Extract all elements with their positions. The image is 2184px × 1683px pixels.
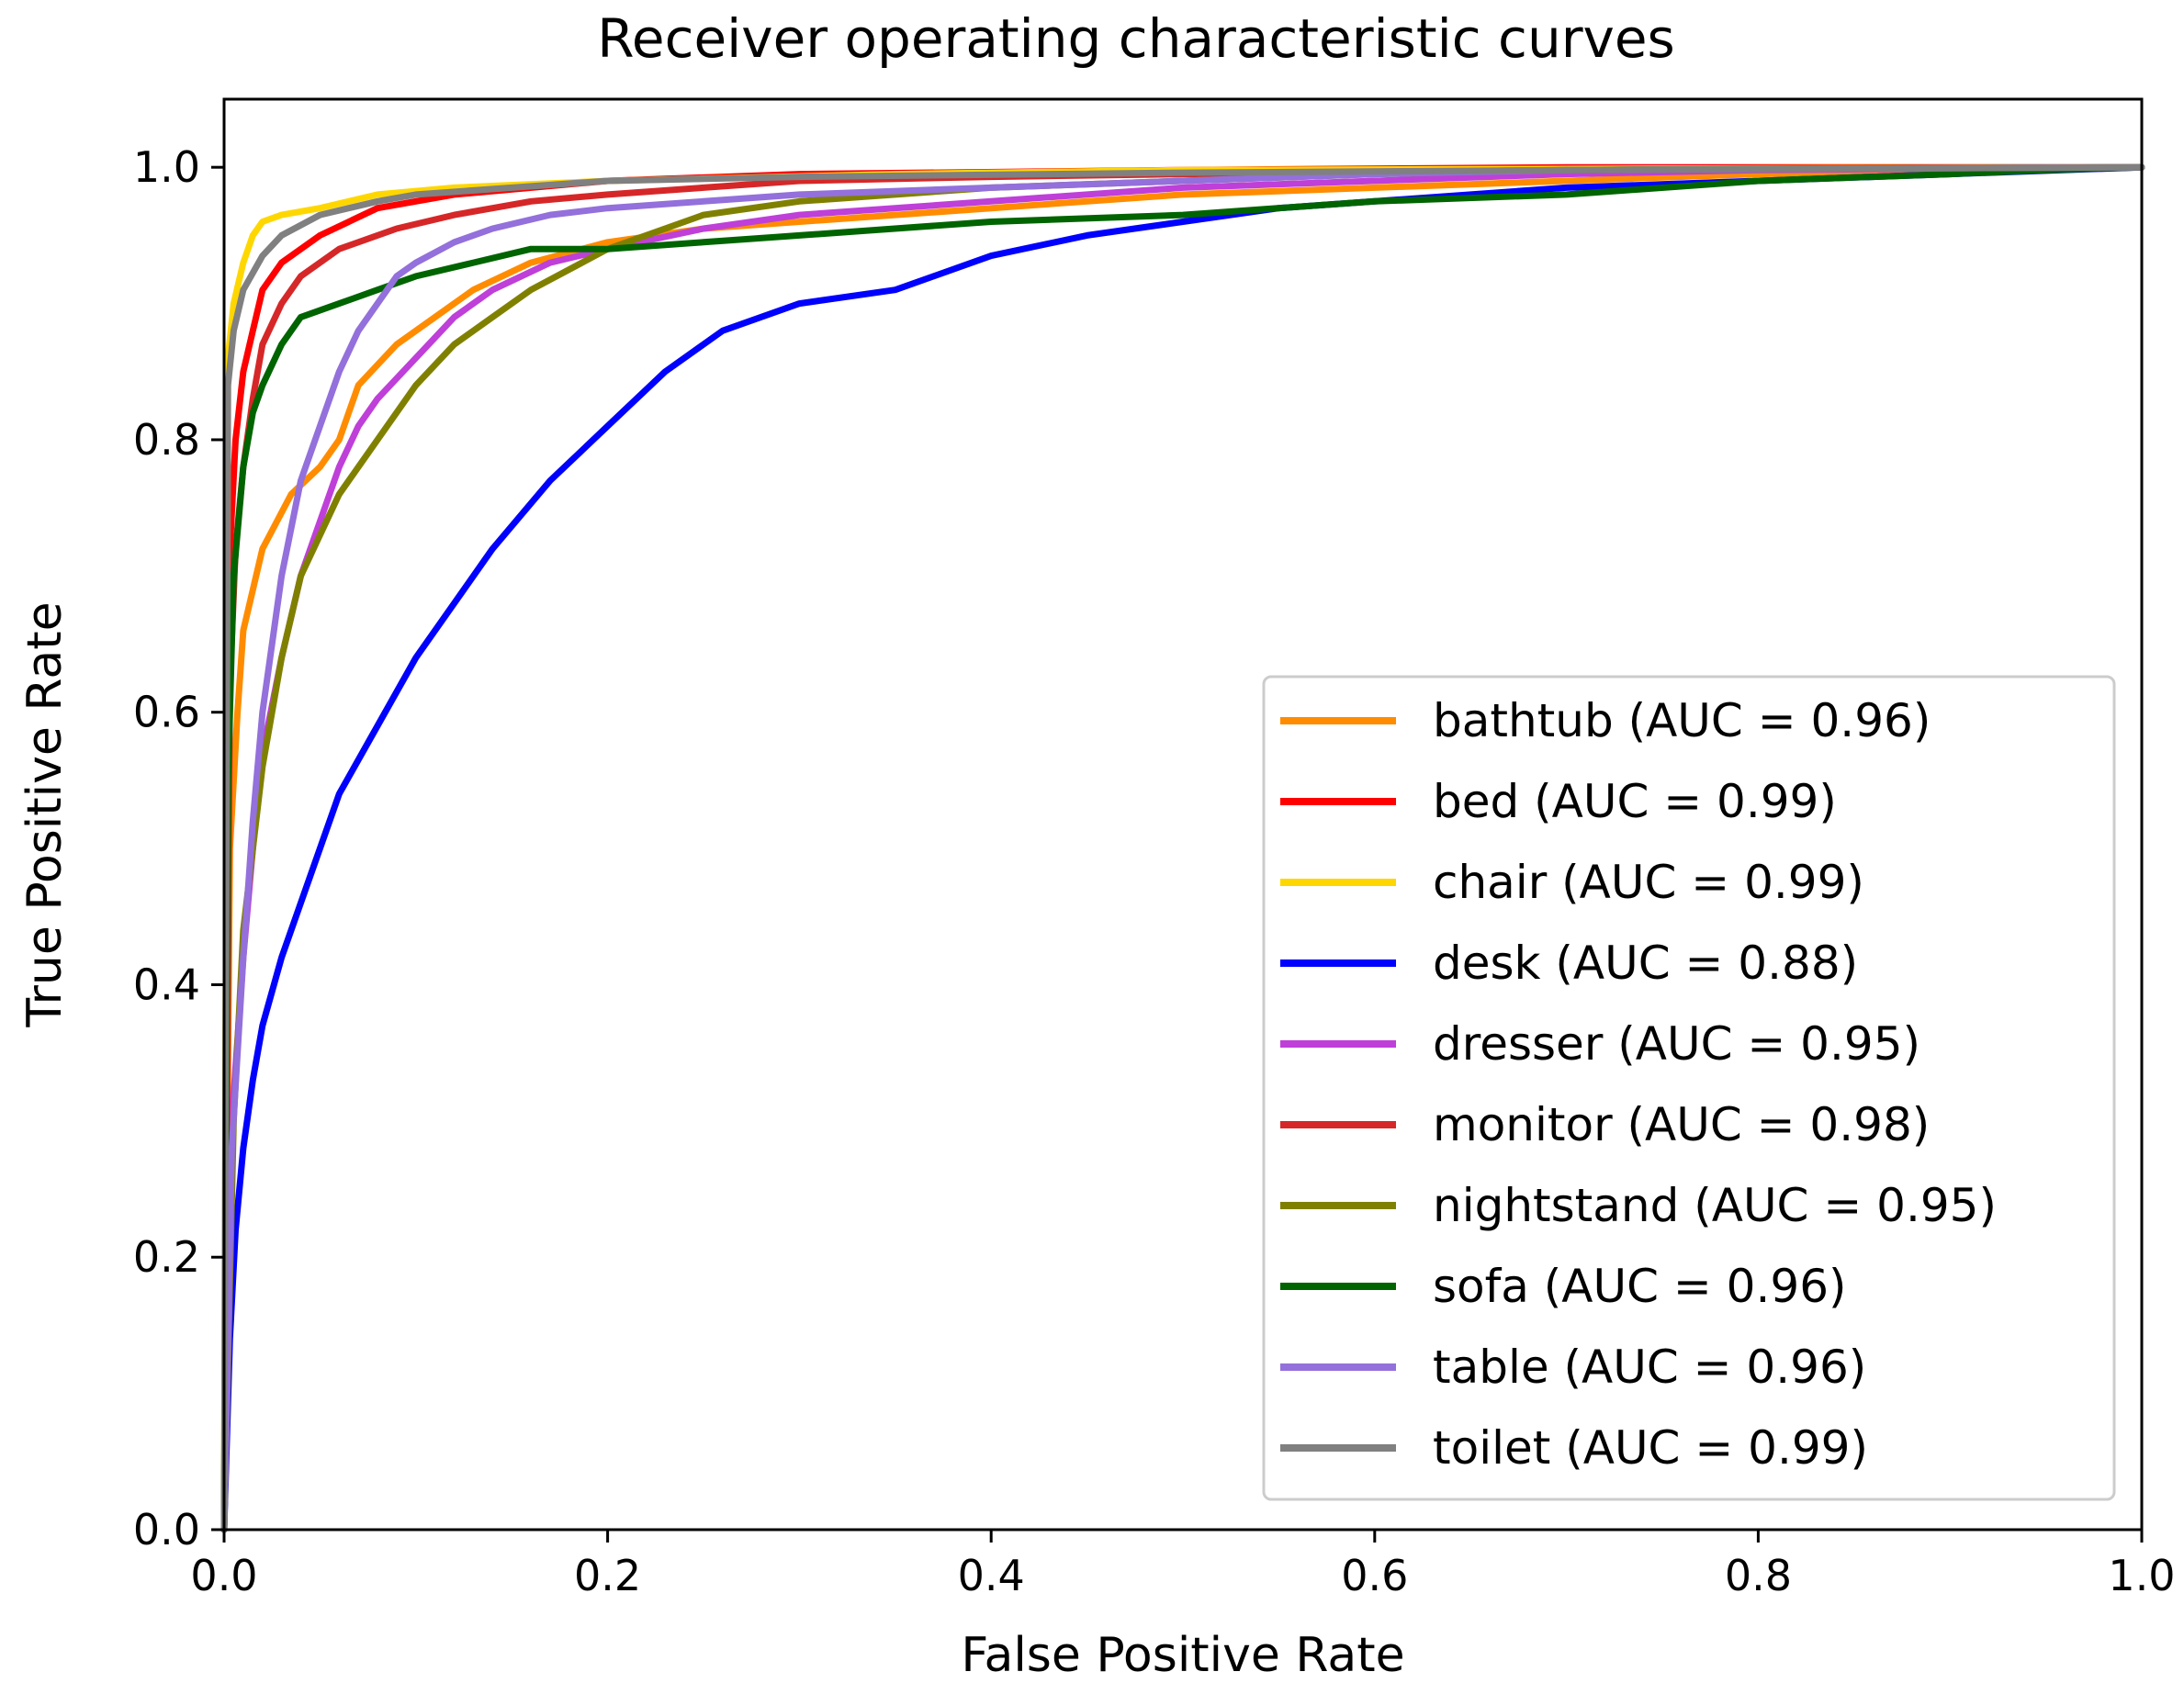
legend-items: bathtub (AUC = 0.96) bed (AUC = 0.99) chai…: [1280, 694, 1997, 1475]
y-axis-ticks: 0.0 0.2 0.4 0.6 0.8 1.0: [133, 142, 224, 1554]
legend: bathtub (AUC = 0.96) bed (AUC = 0.99) chai…: [1262, 675, 2116, 1501]
bed-legend-label: bed (AUC = 0.99): [1433, 775, 1837, 828]
bathtub-legend-label: bathtub (AUC = 0.96): [1433, 694, 1931, 747]
dresser-legend-label: dresser (AUC = 0.95): [1433, 1017, 1920, 1071]
chart-title: Receiver operating characteristic curves: [597, 7, 1675, 70]
y-tick-label: 0.2: [133, 1232, 200, 1282]
y-tick-label: 0.4: [133, 959, 200, 1009]
x-tick-label: 0.6: [1341, 1551, 1408, 1600]
axes-frame: [222, 97, 2144, 1532]
x-axis-ticks: 0.0 0.2 0.4 0.6 0.8 1.0: [190, 1530, 2176, 1600]
bathtub-roc-curve: [220, 163, 2145, 1533]
x-axis-label: False Positive Rate: [961, 1628, 1404, 1683]
desk-legend-label: desk (AUC = 0.88): [1433, 937, 1858, 990]
sofa-roc-curve: [220, 163, 2145, 1533]
legend-frame: [1262, 675, 2116, 1501]
monitor-legend-label: monitor (AUC = 0.98): [1433, 1098, 1930, 1151]
table-legend-label: table (AUC = 0.96): [1433, 1341, 1866, 1394]
y-tick-label: 0.0: [133, 1505, 200, 1554]
x-tick-label: 0.2: [574, 1551, 641, 1600]
y-tick-label: 0.8: [133, 415, 200, 465]
nightstand-legend-label: nightstand (AUC = 0.95): [1433, 1179, 1997, 1232]
x-tick-label: 0.0: [190, 1551, 257, 1600]
chair-legend-label: chair (AUC = 0.99): [1433, 856, 1864, 909]
table-roc-curve: [220, 163, 2145, 1533]
sofa-legend-label: sofa (AUC = 0.96): [1433, 1260, 1847, 1313]
toilet-legend-label: toilet (AUC = 0.99): [1433, 1421, 1868, 1475]
roc-curves: [220, 163, 2145, 1533]
toilet-roc-curve: [220, 163, 2145, 1533]
x-tick-label: 0.4: [958, 1551, 1025, 1600]
x-tick-label: 1.0: [2108, 1551, 2175, 1600]
y-tick-label: 0.6: [133, 688, 200, 737]
y-tick-label: 1.0: [133, 142, 200, 192]
y-axis-label: True Positive Rate: [17, 601, 73, 1027]
x-tick-label: 0.8: [1725, 1551, 1792, 1600]
